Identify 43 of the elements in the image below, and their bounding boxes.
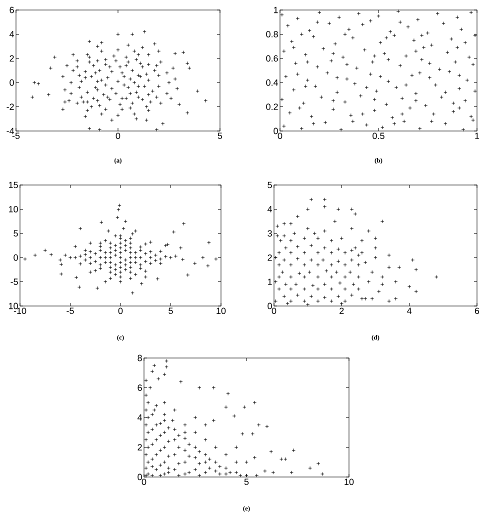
y-tick-label: 0 xyxy=(14,254,18,261)
y-tick-label: 0.6 xyxy=(266,55,278,62)
x-tick-label: 5 xyxy=(168,308,173,314)
x-tick-label: 4 xyxy=(407,308,412,314)
x-tick-label: 5 xyxy=(218,132,222,139)
y-tick-label: 5 xyxy=(268,182,272,188)
x-tick-label: -5 xyxy=(66,308,74,314)
y-tick-label: 0.4 xyxy=(266,79,278,86)
y-tick-label: 1 xyxy=(268,278,272,285)
y-tick-label: 8 xyxy=(138,354,142,362)
y-tick-label: 2 xyxy=(138,444,142,450)
y-tick-label: -4 xyxy=(6,128,14,134)
y-tick-label: 4 xyxy=(10,31,14,38)
x-tick-label: 0.5 xyxy=(372,132,384,140)
x-tick-label: 10 xyxy=(344,478,354,486)
y-tick-label: 0 xyxy=(274,128,278,134)
x-tick-label: -10 xyxy=(14,308,26,314)
y-tick-label: 3 xyxy=(268,230,272,237)
y-tick-label: 6 xyxy=(138,384,142,391)
y-tick-label: 0 xyxy=(138,474,142,480)
y-tick-label: 0.2 xyxy=(266,104,278,110)
y-tick-label: 0.8 xyxy=(266,31,278,38)
y-tick-label: 5 xyxy=(14,230,18,237)
y-tick-label: 6 xyxy=(10,6,14,14)
x-tick-label: 2 xyxy=(340,308,344,314)
y-tick-label: 4 xyxy=(268,206,272,212)
y-tick-label: 2 xyxy=(10,55,14,62)
y-tick-label: 10 xyxy=(8,206,18,212)
x-tick-label: 0 xyxy=(118,308,123,314)
x-tick-label: 6 xyxy=(474,308,480,314)
x-tick-label: 5 xyxy=(244,478,249,485)
y-tick-label: 0 xyxy=(268,302,272,310)
y-tick-label: 15 xyxy=(8,182,18,188)
y-tick-label: 10 xyxy=(8,302,18,310)
y-tick-label: 2 xyxy=(268,254,272,261)
y-tick-label: -2 xyxy=(6,104,14,110)
x-tick-label: 1 xyxy=(475,132,480,139)
y-tick-label: 4 xyxy=(138,414,142,421)
y-tick-label: 1 xyxy=(274,6,278,14)
x-tick-label: 10 xyxy=(216,308,226,314)
y-tick-label: 0 xyxy=(10,79,14,86)
y-tick-label: -5 xyxy=(10,278,18,285)
x-tick-label: 0 xyxy=(116,132,120,140)
